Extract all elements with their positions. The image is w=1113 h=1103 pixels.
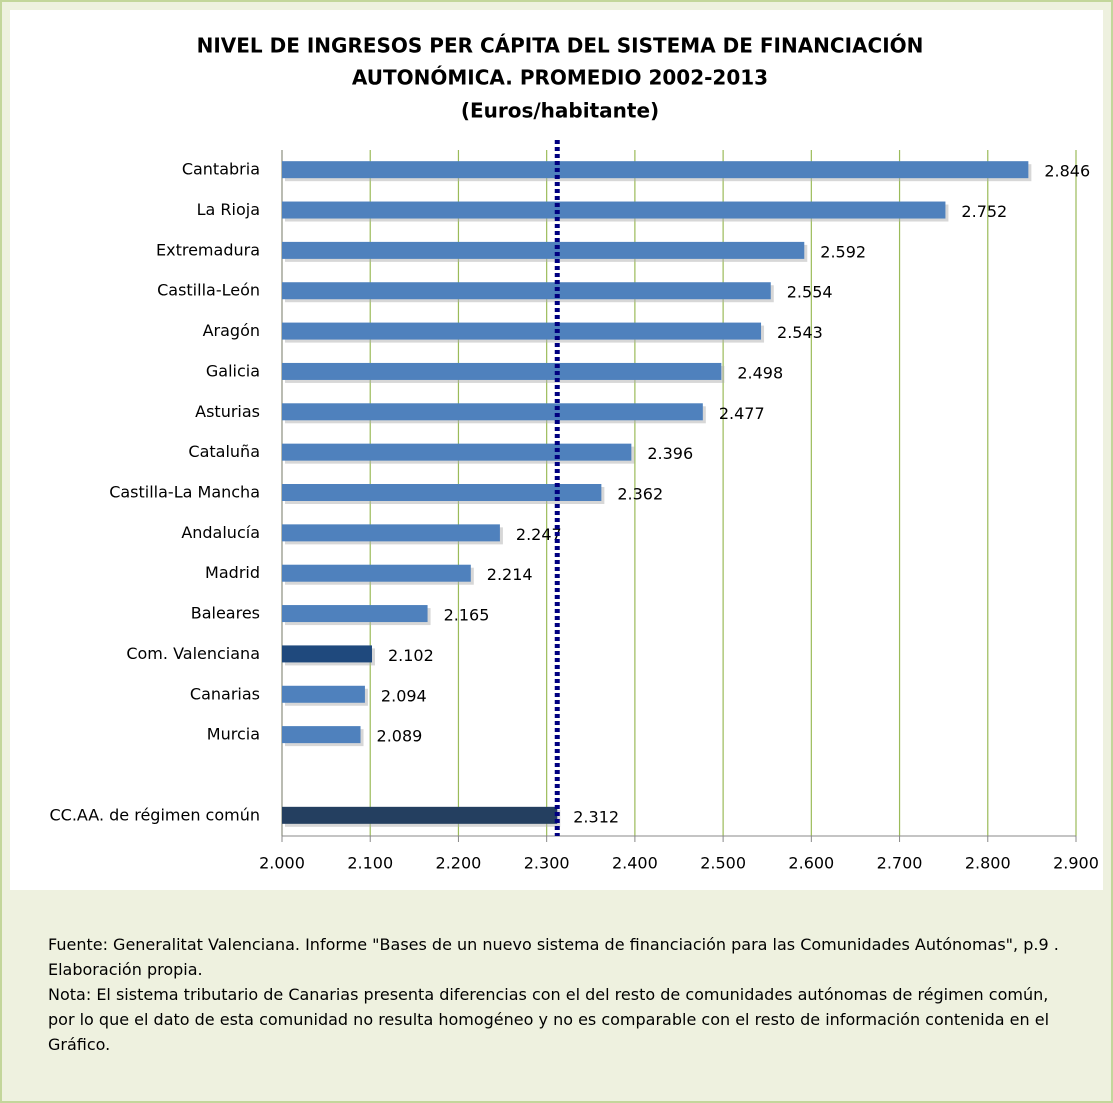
bar xyxy=(282,443,632,461)
chart-title: NIVEL DE INGRESOS PER CÁPITA DEL SISTEMA… xyxy=(197,34,924,58)
bar xyxy=(282,201,946,219)
y-tick-label: CC.AA. de régimen común xyxy=(49,805,260,824)
y-tick-label: Madrid xyxy=(205,563,260,582)
y-tick-label: Com. Valenciana xyxy=(126,644,260,663)
bar xyxy=(282,403,703,421)
data-label: 2.102 xyxy=(388,646,434,665)
x-tick-label: 2.100 xyxy=(347,854,393,873)
data-label: 2.752 xyxy=(961,202,1007,221)
x-tick-label: 2.000 xyxy=(259,854,305,873)
chart-title: AUTONÓMICA. PROMEDIO 2002-2013 xyxy=(352,66,768,90)
y-tick-label: Asturias xyxy=(195,402,260,421)
data-label: 2.498 xyxy=(737,363,783,382)
y-tick-label: Cataluña xyxy=(188,442,260,461)
x-tick-label: 2.300 xyxy=(524,854,570,873)
chart-title: (Euros/habitante) xyxy=(461,99,659,123)
bar xyxy=(282,282,771,300)
bar xyxy=(282,564,471,582)
y-tick-label: Galicia xyxy=(206,361,260,380)
bar xyxy=(282,161,1029,179)
notes: Fuente: Generalitat Valenciana. Informe … xyxy=(48,932,1078,1057)
y-tick-label: Baleares xyxy=(191,604,260,623)
data-label: 2.396 xyxy=(647,444,693,463)
bar xyxy=(282,241,805,259)
data-label: 2.846 xyxy=(1044,162,1090,181)
y-tick-label: Castilla-La Mancha xyxy=(109,483,260,502)
x-tick-label: 2.700 xyxy=(877,854,923,873)
bar xyxy=(282,726,361,744)
x-tick-label: 2.200 xyxy=(436,854,482,873)
x-tick-label: 2.600 xyxy=(788,854,834,873)
y-tick-label: Cantabria xyxy=(182,160,260,179)
x-tick-label: 2.500 xyxy=(700,854,746,873)
bar xyxy=(282,322,762,340)
data-label: 2.165 xyxy=(444,606,490,625)
note: Fuente: Generalitat Valenciana. Informe … xyxy=(48,935,1059,979)
x-tick-label: 2.800 xyxy=(965,854,1011,873)
data-label: 2.214 xyxy=(487,565,533,584)
data-label: 2.543 xyxy=(777,323,823,342)
note: Nota: El sistema tributario de Canarias … xyxy=(48,985,1050,1054)
y-tick-label: Extremadura xyxy=(156,240,260,259)
data-label: 2.312 xyxy=(573,807,619,826)
bar xyxy=(282,524,500,542)
data-label: 2.592 xyxy=(820,242,866,261)
data-label: 2.089 xyxy=(377,727,423,746)
data-label: 2.094 xyxy=(381,686,427,705)
chart: NIVEL DE INGRESOS PER CÁPITA DEL SISTEMA… xyxy=(10,10,1103,890)
y-tick-label: La Rioja xyxy=(197,200,260,219)
y-tick-label: Castilla-León xyxy=(157,281,260,300)
y-tick-label: Aragón xyxy=(203,321,260,340)
data-label: 2.554 xyxy=(787,283,833,302)
bar xyxy=(282,605,428,623)
bar xyxy=(282,806,558,824)
y-tick-label: Canarias xyxy=(190,684,260,703)
data-label: 2.362 xyxy=(617,485,663,504)
x-tick-label: 2.900 xyxy=(1053,854,1099,873)
bar xyxy=(282,362,722,380)
y-tick-label: Murcia xyxy=(207,725,260,744)
x-tick-label: 2.400 xyxy=(612,854,658,873)
bar xyxy=(282,685,365,703)
data-label: 2.247 xyxy=(516,525,562,544)
y-tick-label: Andalucía xyxy=(181,523,260,542)
bar xyxy=(282,645,372,663)
bar xyxy=(282,484,602,501)
data-label: 2.477 xyxy=(719,404,765,423)
